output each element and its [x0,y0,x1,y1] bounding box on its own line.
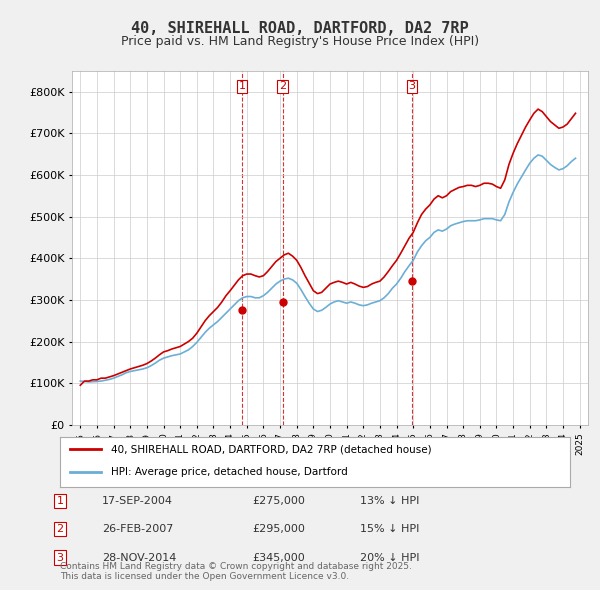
Text: Price paid vs. HM Land Registry's House Price Index (HPI): Price paid vs. HM Land Registry's House … [121,35,479,48]
Text: 15% ↓ HPI: 15% ↓ HPI [360,525,419,534]
Text: 3: 3 [56,553,64,562]
Text: 2: 2 [279,81,286,91]
Text: 2: 2 [56,525,64,534]
Text: 28-NOV-2014: 28-NOV-2014 [102,553,176,562]
Text: 40, SHIREHALL ROAD, DARTFORD, DA2 7RP (detached house): 40, SHIREHALL ROAD, DARTFORD, DA2 7RP (d… [111,444,431,454]
Text: HPI: Average price, detached house, Dartford: HPI: Average price, detached house, Dart… [111,467,348,477]
Text: 20% ↓ HPI: 20% ↓ HPI [360,553,419,562]
Text: £275,000: £275,000 [252,496,305,506]
Text: Contains HM Land Registry data © Crown copyright and database right 2025.
This d: Contains HM Land Registry data © Crown c… [60,562,412,581]
Text: 1: 1 [239,81,245,91]
Text: £345,000: £345,000 [252,553,305,562]
Text: £295,000: £295,000 [252,525,305,534]
Text: 3: 3 [408,81,415,91]
Text: 26-FEB-2007: 26-FEB-2007 [102,525,173,534]
Text: 17-SEP-2004: 17-SEP-2004 [102,496,173,506]
Text: 40, SHIREHALL ROAD, DARTFORD, DA2 7RP: 40, SHIREHALL ROAD, DARTFORD, DA2 7RP [131,21,469,35]
Text: 1: 1 [56,496,64,506]
Text: 13% ↓ HPI: 13% ↓ HPI [360,496,419,506]
